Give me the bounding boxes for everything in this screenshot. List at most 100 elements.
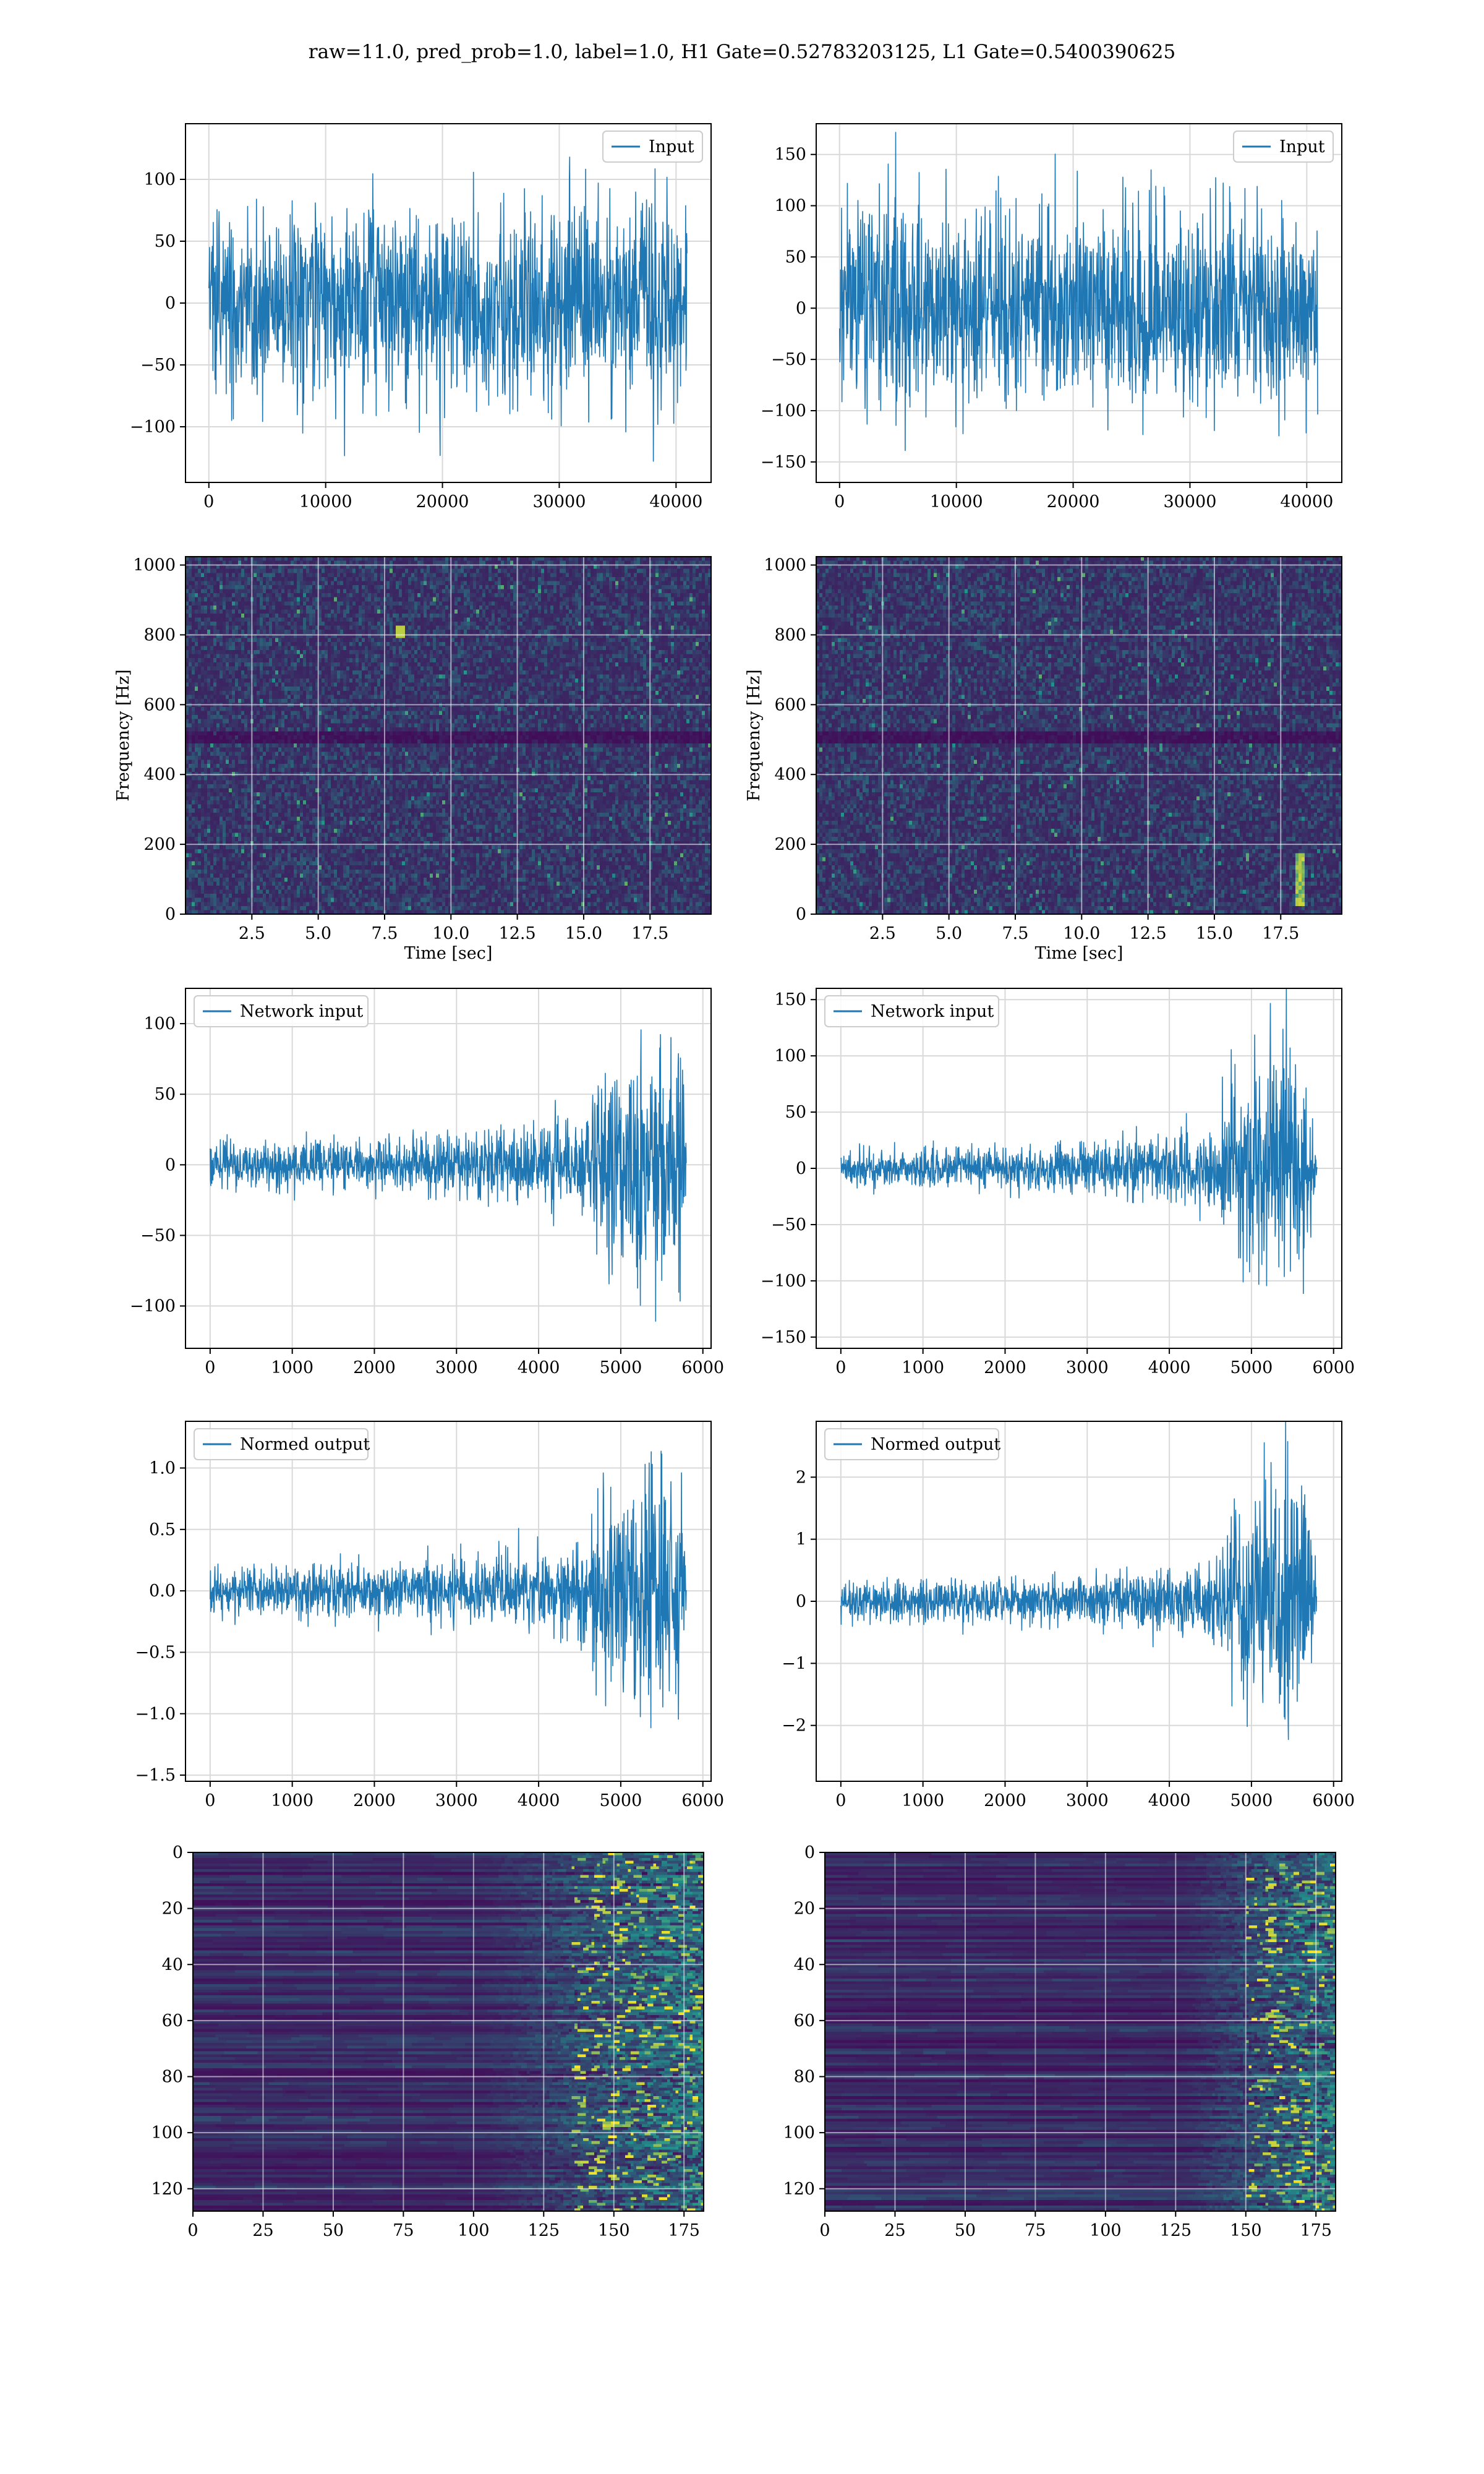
spectrogram-cell: [198, 837, 202, 841]
spectrogram-cell: [198, 808, 202, 813]
spectrogram-cell: [192, 687, 195, 691]
y-tick-label: −150: [761, 453, 806, 472]
spectrogram-cell: [216, 630, 220, 634]
spectrogram-cell: [189, 865, 192, 870]
spectrogram-cell: [204, 719, 208, 724]
spectrogram-cell: [204, 593, 208, 597]
spectrogram-cell: [192, 743, 195, 748]
spectrogram-cell: [216, 626, 220, 630]
spectrogram-cell: [189, 886, 192, 890]
spectrogram-cell: [213, 805, 217, 809]
spectrogram-cell: [192, 557, 195, 561]
spectrogram-cell: [195, 740, 198, 744]
spectrogram-cell: [195, 658, 198, 662]
spectrogram-cell: [213, 731, 217, 735]
spectrogram-cell: [210, 715, 214, 719]
spectrogram-cell: [192, 646, 195, 651]
spectrogram-cell: [216, 743, 220, 748]
spectrogram-cell: [207, 707, 211, 711]
legend-label: Input: [649, 137, 694, 156]
spectrogram-cell: [207, 573, 211, 577]
spectrogram-cell: [192, 760, 195, 764]
spectrogram-cell: [198, 650, 202, 654]
spectrogram-cell: [216, 687, 220, 691]
spectrogram-cell: [213, 646, 217, 651]
legend: Input: [1234, 131, 1333, 162]
spectrogram-cell: [195, 650, 198, 654]
spectrogram-cell: [189, 654, 192, 659]
spectrogram-cell: [189, 650, 192, 654]
spectrogram-cell: [195, 743, 198, 748]
spectrogram-cell: [216, 618, 220, 622]
spectrogram-cell: [204, 833, 208, 837]
spectrogram-cell: [198, 740, 202, 744]
spectrogram-cell: [216, 760, 220, 764]
spectrogram-cell: [213, 711, 217, 716]
spectrogram-cell: [192, 821, 195, 825]
y-tick-label: 100: [774, 197, 806, 216]
spectrogram-cell: [192, 890, 195, 894]
spectrogram-cell: [198, 674, 202, 678]
spectrogram-cell: [207, 601, 211, 606]
spectrogram-cell: [213, 695, 217, 699]
spectrogram-cell: [216, 886, 220, 890]
spectrogram-cell: [210, 825, 214, 829]
legend: Input: [603, 131, 702, 162]
spectrogram-cell: [216, 593, 220, 597]
spectrogram-cell: [195, 557, 198, 561]
spectrogram-cell: [216, 601, 220, 606]
spectrogram-cell: [192, 707, 195, 711]
legend-label: Input: [1279, 137, 1325, 156]
spectrogram-cell: [201, 585, 205, 589]
spectrogram-cell: [201, 748, 205, 752]
spectrogram-cell: [189, 606, 192, 610]
spectrogram-cell: [213, 638, 217, 642]
spectrogram-cell: [204, 886, 208, 890]
spectrogram-cell: [204, 800, 208, 805]
spectrogram-cell: [204, 792, 208, 797]
spectrogram-cell: [216, 878, 220, 882]
spectrogram-cell: [201, 601, 205, 606]
spectrogram-cell: [213, 662, 217, 667]
spectrogram-cell: [207, 881, 211, 886]
spectrogram-cell: [198, 618, 202, 622]
spectrogram-cell: [204, 865, 208, 870]
spectrogram-cell: [204, 881, 208, 886]
spectrogram-cell: [195, 748, 198, 752]
spectrogram-cell: [210, 654, 214, 659]
spectrogram-cell: [210, 606, 214, 610]
spectrogram-cell: [207, 691, 211, 695]
spectrogram-cell: [210, 601, 214, 606]
spectrogram-cell: [204, 614, 208, 618]
spectrogram-cell: [204, 837, 208, 841]
spectrogram-cell: [207, 723, 211, 727]
spectrogram-cell: [210, 881, 214, 886]
spectrogram-cell: [192, 906, 195, 910]
spectrogram-cell: [207, 894, 211, 898]
spectrogram-cell: [216, 711, 220, 716]
spectrogram-cell: [189, 780, 192, 784]
spectrogram-cell: [210, 821, 214, 825]
spectrogram-cell: [195, 776, 198, 781]
spectrogram-cell: [195, 618, 198, 622]
spectrogram-cell: [213, 821, 217, 825]
spectrogram-cell: [201, 780, 205, 784]
spectrogram-cell: [216, 569, 220, 573]
spectrogram-cell: [210, 723, 214, 727]
spectrogram-cell: [210, 609, 214, 614]
spectrogram-cell: [189, 618, 192, 622]
spectrogram-cell: [198, 731, 202, 735]
spectrogram-cell: [192, 573, 195, 577]
spectrogram-cell: [204, 776, 208, 781]
spectrogram-cell: [207, 727, 211, 732]
spectrogram-cell: [201, 569, 205, 573]
spectrogram-cell: [195, 589, 198, 594]
spectrogram-cell: [201, 577, 205, 581]
spectrogram-cell: [207, 808, 211, 813]
spectrogram-cell: [216, 735, 220, 740]
spectrogram-cell: [195, 808, 198, 813]
spectrogram-cell: [207, 898, 211, 902]
spectrogram-cell: [213, 776, 217, 781]
spectrogram-cell: [213, 878, 217, 882]
spectrogram-cell: [198, 687, 202, 691]
